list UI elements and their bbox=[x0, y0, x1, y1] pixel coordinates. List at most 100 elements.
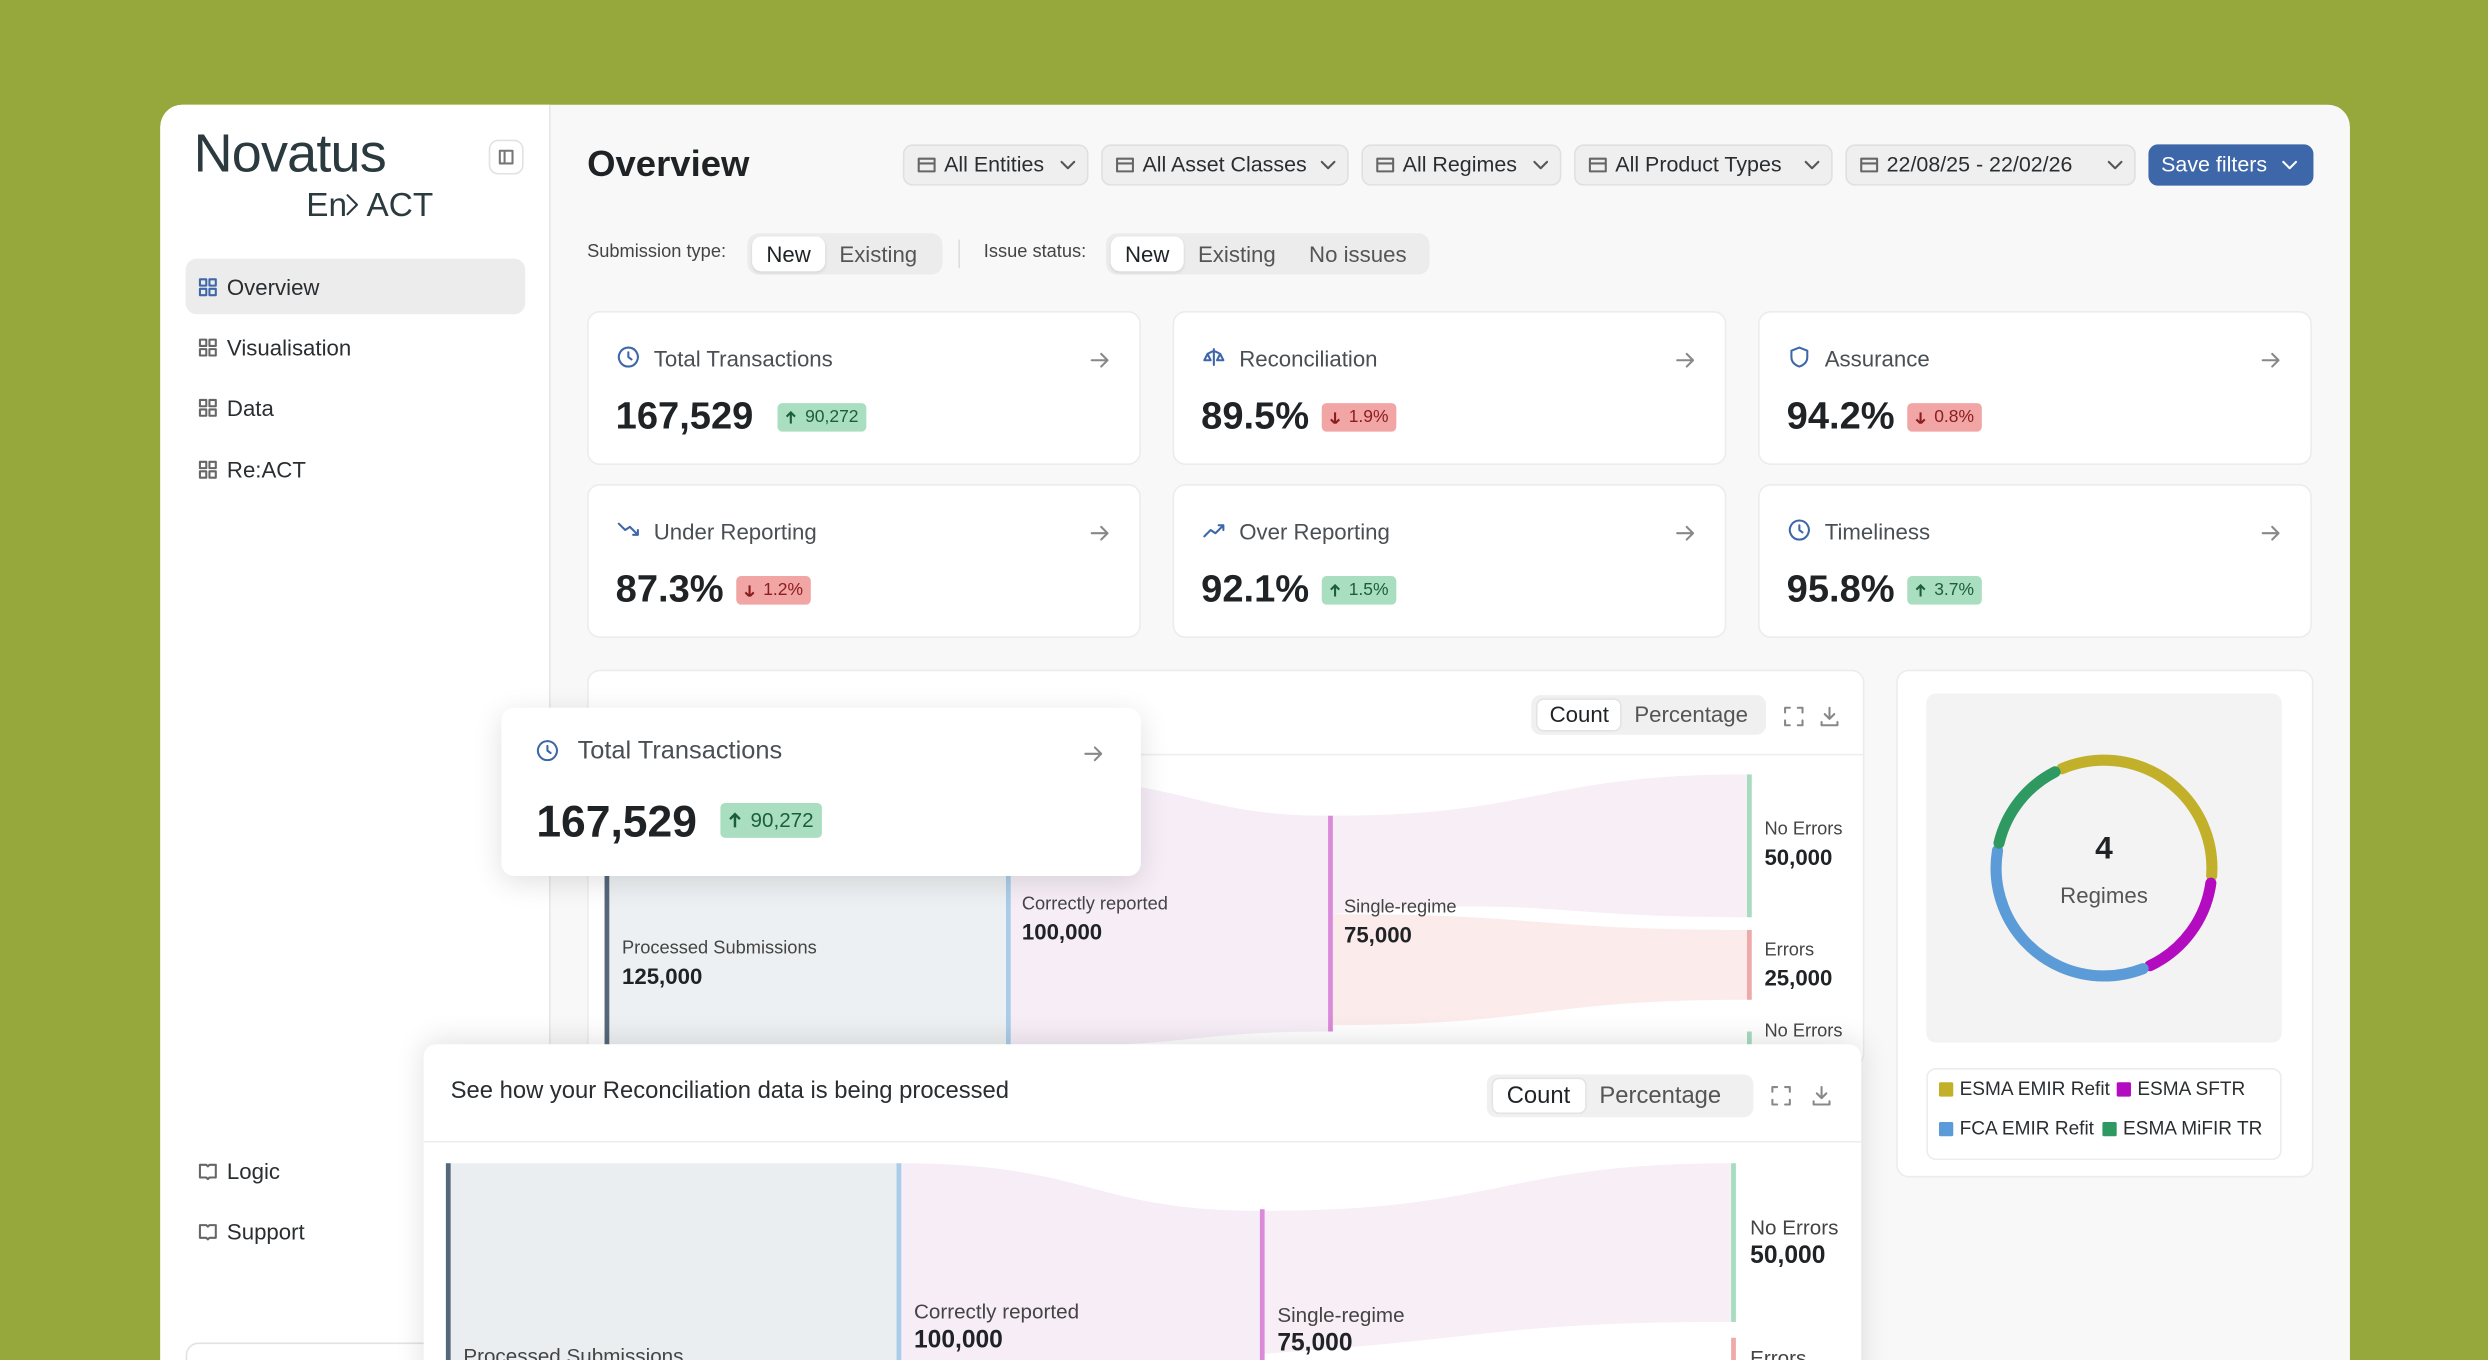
filter-dropdown[interactable] bbox=[1361, 144, 1562, 186]
collapse-button[interactable] bbox=[488, 139, 524, 175]
nav-icon bbox=[198, 278, 217, 297]
nav-item[interactable]: Visualisation bbox=[226, 334, 352, 360]
dropdown-caret-path bbox=[2107, 160, 2123, 170]
kpi-icon bbox=[617, 522, 639, 536]
collapse-icon-path bbox=[498, 149, 514, 165]
sankey-node bbox=[1005, 777, 1011, 1048]
kpi-value: 89.5% bbox=[1201, 394, 1310, 438]
filter-icon-path bbox=[1376, 157, 1395, 173]
toggle-option[interactable]: Percentage bbox=[1599, 1081, 1722, 1109]
dropdown-caret-path bbox=[1060, 160, 1076, 170]
nav-icon-path bbox=[198, 398, 217, 417]
legend-swatch bbox=[2102, 1121, 2117, 1137]
page-title: Overview bbox=[587, 143, 750, 185]
legend-label: ESMA MiFIR TR bbox=[2123, 1116, 2263, 1140]
filter-icon-path bbox=[1116, 157, 1134, 173]
delta-badge: 90,272 bbox=[778, 402, 867, 433]
filter-icon bbox=[1860, 157, 1879, 173]
segment-option[interactable]: Existing bbox=[839, 240, 918, 266]
save-filters-label: Save filters bbox=[2161, 152, 2268, 176]
delta-value: 1.9% bbox=[1348, 407, 1389, 427]
dropdown-caret-path bbox=[1320, 160, 1336, 170]
segment-selected bbox=[752, 236, 826, 272]
sankey-flow bbox=[449, 1163, 897, 1360]
filter-dropdown[interactable] bbox=[1574, 144, 1833, 186]
donut-label: Regimes bbox=[2060, 881, 2148, 908]
toggle-option[interactable]: Percentage bbox=[1634, 701, 1748, 728]
kpi-value: 167,529 bbox=[615, 394, 754, 438]
nav-active-bg bbox=[185, 258, 526, 315]
donut-segment bbox=[1990, 754, 2218, 982]
panel-divider bbox=[423, 1141, 1862, 1143]
filter-dropdown[interactable] bbox=[1101, 144, 1349, 186]
download-icon bbox=[1820, 706, 1839, 727]
dropdown-caret-path bbox=[1804, 160, 1820, 170]
nav-item[interactable]: Logic bbox=[226, 1157, 281, 1184]
kpi-card[interactable] bbox=[587, 311, 1141, 465]
kpi-card[interactable] bbox=[1172, 311, 1727, 465]
sankey-node-value: 100,000 bbox=[1021, 918, 1103, 944]
dropdown-caret-path bbox=[1533, 160, 1549, 170]
sankey-node bbox=[1328, 815, 1333, 1032]
delta-value: 0.8% bbox=[1934, 407, 1975, 427]
sankey-flow bbox=[1332, 914, 1747, 1026]
nav-icon-path bbox=[198, 460, 217, 479]
sankey-node-label: Single-regime bbox=[1343, 898, 1457, 918]
trend-arrow bbox=[1330, 411, 1340, 425]
kpi-card[interactable] bbox=[1172, 484, 1727, 638]
filter-label: All Entities bbox=[944, 152, 1045, 176]
sankey-node bbox=[1259, 1209, 1265, 1360]
legend-swatch bbox=[1938, 1121, 1954, 1137]
kpi-title: Reconciliation bbox=[1239, 345, 1378, 371]
nav-icon bbox=[198, 1224, 217, 1241]
kpi-title: Over Reporting bbox=[1239, 518, 1390, 544]
collapse-icon bbox=[498, 149, 514, 165]
filter-label: All Product Types bbox=[1615, 152, 1782, 176]
toggle-selected bbox=[1535, 698, 1622, 732]
nav-item[interactable]: Overview bbox=[226, 273, 320, 300]
sankey-node-label: Single-regime bbox=[1277, 1303, 1405, 1327]
trend-arrow-path bbox=[744, 584, 755, 598]
product-chevron-path bbox=[346, 194, 359, 216]
sankey-node-value: 50,000 bbox=[1750, 1242, 1826, 1270]
delta-badge: 1.9% bbox=[1321, 402, 1397, 433]
sankey-node-label: No Errors bbox=[1764, 1022, 1843, 1042]
panel-divider bbox=[587, 753, 1865, 756]
kpi-card[interactable] bbox=[1758, 484, 2312, 638]
filter-icon bbox=[1116, 157, 1134, 173]
legend-swatch bbox=[1938, 1082, 1954, 1097]
nav-icon bbox=[198, 338, 217, 357]
dropdown-caret-path bbox=[2282, 160, 2298, 170]
kpi-arrow bbox=[2261, 525, 2280, 541]
trend-arrow-path bbox=[1915, 411, 1926, 425]
segment-option[interactable]: New bbox=[1124, 240, 1170, 266]
toggle-option[interactable]: Count bbox=[1549, 701, 1609, 728]
delta-value: 3.7% bbox=[1934, 580, 1975, 600]
segment-option[interactable]: Existing bbox=[1197, 240, 1276, 266]
kpi-icon-path bbox=[1203, 348, 1225, 367]
sankey-node-label: Correctly reported bbox=[913, 1299, 1080, 1324]
expand-icon-path bbox=[1771, 1086, 1791, 1106]
filter-dropdown[interactable] bbox=[1845, 144, 2136, 186]
nav-item[interactable]: Re:ACT bbox=[226, 456, 306, 482]
segment-option[interactable]: New bbox=[766, 240, 811, 266]
delta-badge: 1.2% bbox=[736, 575, 811, 606]
popup-card[interactable] bbox=[501, 707, 1141, 876]
toggle-option[interactable]: Count bbox=[1506, 1081, 1571, 1109]
kpi-card[interactable] bbox=[1758, 311, 2312, 465]
segment-option[interactable]: No issues bbox=[1309, 240, 1407, 266]
delta-badge: 0.8% bbox=[1907, 402, 1982, 433]
popup-value: 167,529 bbox=[536, 796, 697, 847]
filter-icon bbox=[1588, 157, 1607, 173]
dropdown-caret bbox=[1533, 160, 1549, 170]
legend-box bbox=[1926, 1068, 2282, 1161]
nav-item[interactable]: Support bbox=[226, 1218, 305, 1244]
sankey-node-label: Processed Submissions bbox=[621, 939, 817, 959]
sankey-node-label: No Errors bbox=[1764, 820, 1843, 840]
nav-item[interactable]: Data bbox=[226, 394, 274, 420]
kpi-card[interactable] bbox=[587, 484, 1141, 638]
sankey-node-value: 125,000 bbox=[621, 962, 703, 989]
kpi-value: 95.8% bbox=[1786, 567, 1895, 611]
